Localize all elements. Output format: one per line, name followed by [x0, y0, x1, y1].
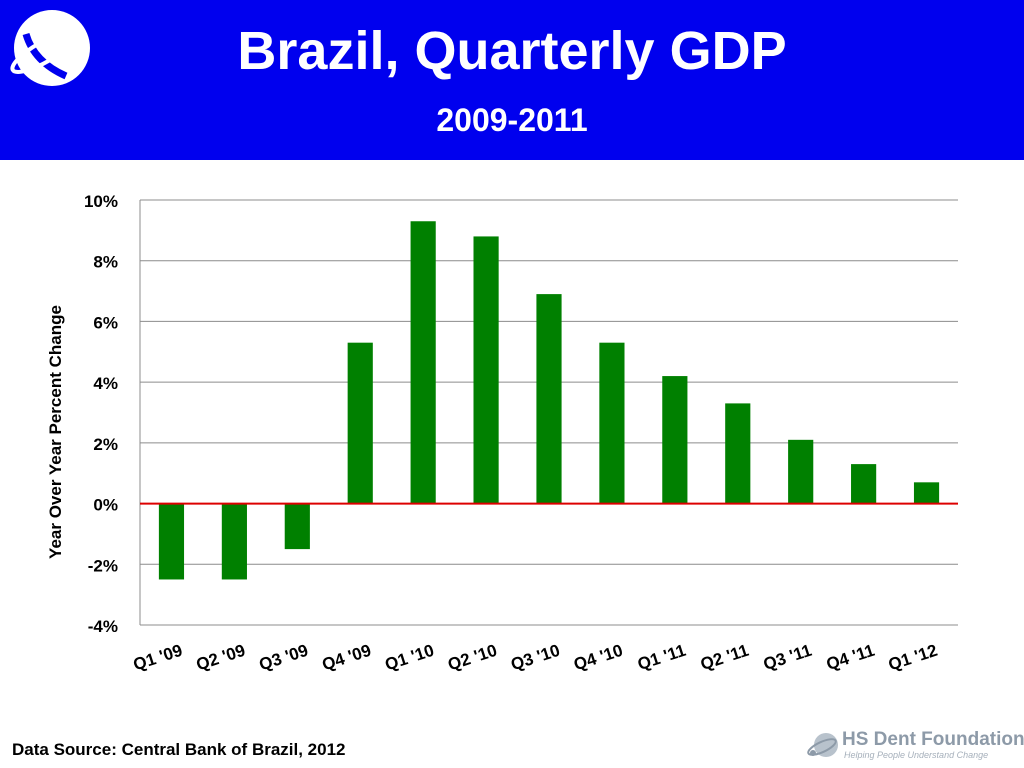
brand-mark-icon [807, 733, 838, 757]
bar [599, 342, 625, 504]
foundation-logo-icon [10, 10, 90, 86]
x-tick-label: Q1 '11 [635, 641, 688, 674]
y-tick-label: -2% [88, 556, 118, 575]
y-tick-label: 8% [93, 253, 118, 272]
x-tick-label: Q1 '12 [886, 641, 940, 675]
bar [410, 221, 436, 504]
x-tick-label: Q1 '09 [131, 641, 185, 675]
bar [158, 503, 185, 580]
x-tick-label: Q4 '09 [320, 641, 374, 675]
x-tick-label: Q3 '09 [257, 641, 311, 675]
bar [473, 236, 499, 504]
y-tick-label: 0% [93, 496, 118, 515]
bar [725, 403, 751, 504]
bar [788, 439, 814, 504]
bar [851, 464, 877, 504]
y-tick-label: -4% [88, 617, 118, 636]
x-tick-label: Q1 '10 [383, 641, 437, 675]
brand-name: HS Dent Foundation [842, 729, 1024, 750]
x-tick-label: Q3 '10 [508, 641, 562, 675]
brand-tagline: Helping People Understand Change [844, 750, 989, 760]
title-banner: Brazil, Quarterly GDP 2009-2011 [0, 0, 1024, 160]
x-tick-label: Q2 '11 [698, 641, 751, 674]
x-tick-label: Q4 '11 [824, 641, 877, 674]
x-tick-label: Q2 '10 [446, 641, 500, 675]
y-tick-label: 2% [93, 435, 118, 454]
y-tick-label: 10% [84, 192, 118, 211]
bar [913, 482, 940, 504]
x-tick-label: Q2 '09 [194, 641, 248, 675]
bar [221, 503, 247, 580]
y-axis-label: Year Over Year Percent Change [46, 305, 65, 559]
x-tick-label: Q3 '11 [761, 641, 814, 674]
y-tick-label: 4% [93, 374, 118, 393]
bar [284, 503, 310, 550]
bar [536, 294, 562, 504]
brand-footer-logo: HS Dent Foundation Helping People Unders… [806, 727, 1024, 763]
page-title: Brazil, Quarterly GDP [237, 21, 787, 81]
gdp-bar-chart: 10% 8% 6% 4% 2% 0% -2% -4% Q1 '09 Q2 '09 Q3 '09 Q4 … [84, 192, 958, 675]
page-subtitle: 2009-2011 [436, 102, 588, 138]
bar [662, 376, 688, 504]
x-tick-label: Q4 '10 [571, 641, 625, 675]
y-tick-label: 6% [93, 313, 118, 332]
data-source-note: Data Source: Central Bank of Brazil, 201… [12, 740, 346, 759]
bar [347, 342, 373, 504]
